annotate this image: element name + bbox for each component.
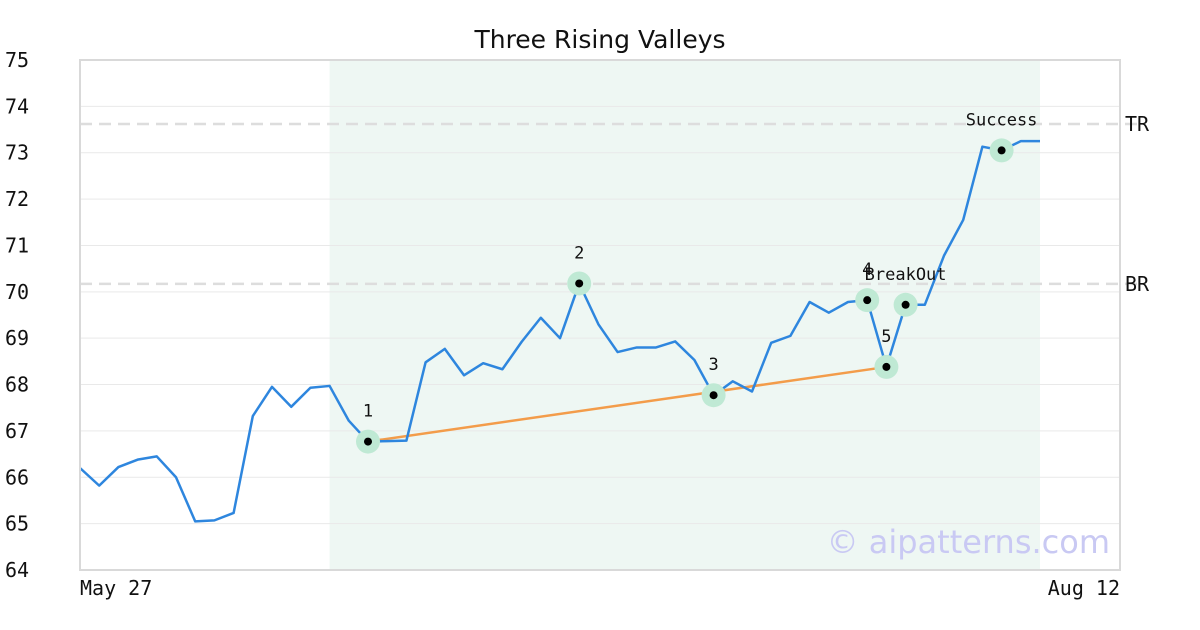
- marker-point: [882, 362, 891, 371]
- point-label: 1: [363, 402, 373, 422]
- plot-frame: [79, 59, 1121, 571]
- y-tick-label: 75: [5, 48, 29, 72]
- level-label: TR: [1125, 112, 1150, 136]
- y-tick-label: 70: [5, 280, 29, 304]
- marker-point: [997, 146, 1006, 155]
- level-label: BR: [1125, 272, 1150, 296]
- marker-point: [364, 437, 372, 446]
- y-tick-label: 66: [5, 465, 29, 489]
- marker-point: [575, 279, 584, 288]
- y-tick-label: 68: [5, 373, 29, 397]
- y-tick-label: 72: [5, 187, 29, 211]
- chart-title: Three Rising Valleys: [473, 25, 725, 54]
- watermark: © aipatterns.com: [827, 523, 1110, 561]
- marker-point: [901, 300, 910, 309]
- point-label: 2: [574, 243, 584, 263]
- y-tick-label: 74: [5, 94, 29, 118]
- grid-lines: [80, 105, 1120, 525]
- y-tick-label: 73: [5, 141, 29, 165]
- x-tick-label: Aug 12: [1048, 576, 1120, 600]
- marker-point: [709, 391, 718, 400]
- y-tick-label: 71: [5, 233, 29, 257]
- y-tick-label: 64: [5, 558, 29, 582]
- price-line: [79, 139, 1040, 523]
- trendline: [367, 365, 887, 443]
- point-label: Success: [966, 110, 1038, 130]
- pattern-region: [329, 60, 1041, 570]
- point-label: BreakOut: [865, 265, 947, 285]
- point-label: 3: [708, 355, 718, 375]
- pattern-markers: 1 2 3 4 5 BreakOut Success: [356, 110, 1038, 454]
- y-tick-label: 67: [5, 419, 29, 443]
- y-tick-label: 69: [5, 326, 29, 350]
- point-label: 5: [881, 327, 891, 347]
- x-tick-label: May 27: [80, 576, 152, 600]
- marker-point: [863, 296, 872, 305]
- x-axis-ticks: May 27 Aug 12: [80, 576, 1120, 600]
- point-label: 4: [862, 260, 872, 280]
- level-lines: TR BR: [80, 112, 1150, 296]
- y-tick-label: 65: [5, 512, 29, 536]
- y-axis-ticks: 64 65 66 67 68 69 70 71 72 73 74 75: [5, 48, 29, 582]
